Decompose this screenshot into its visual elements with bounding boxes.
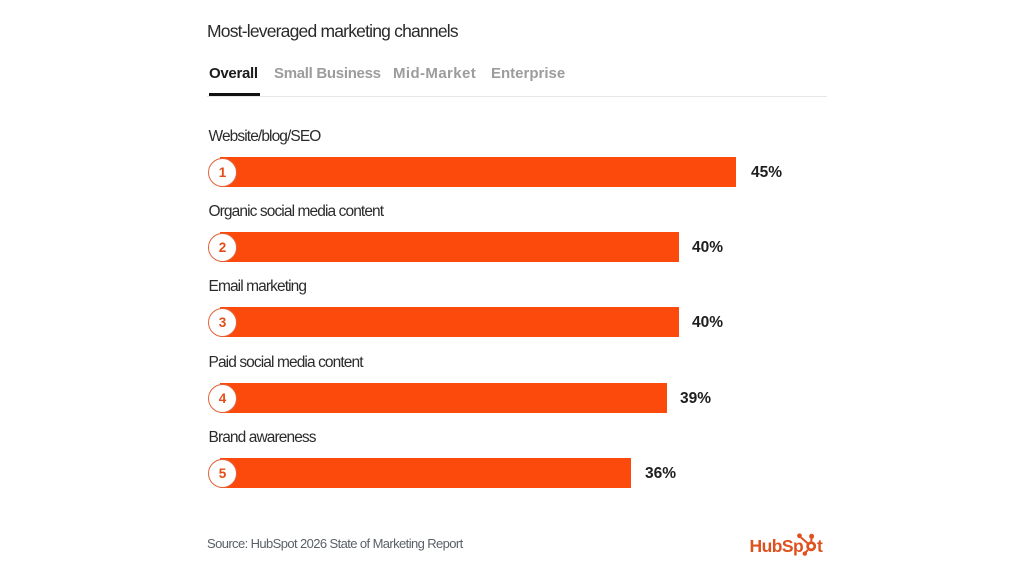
svg-text:HubSp: HubSp [750, 536, 804, 556]
svg-text:t: t [817, 536, 823, 556]
